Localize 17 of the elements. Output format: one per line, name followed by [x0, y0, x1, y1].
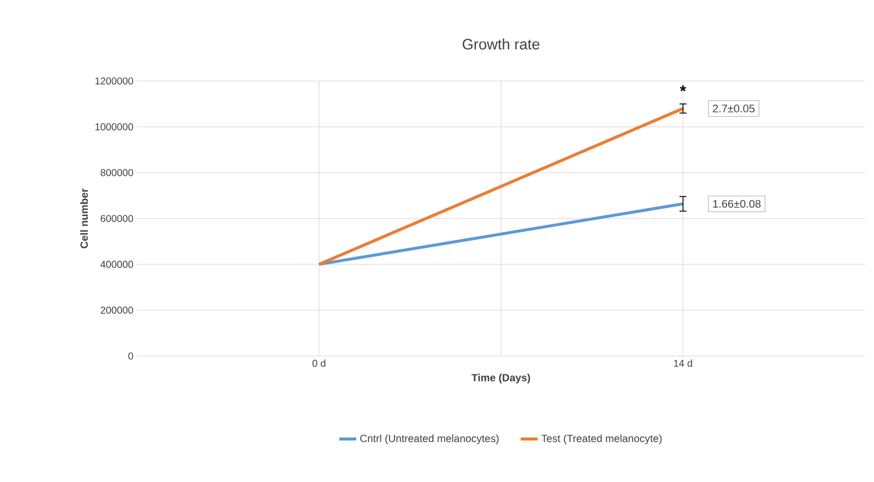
legend-label: Cntrl (Untreated melanocytes)	[360, 434, 499, 444]
y-tick-label: 200000	[100, 306, 134, 314]
annotation: 2.7±0.05	[712, 104, 754, 112]
y-tick-label: 800000	[100, 169, 134, 176]
x-tick-label: 0 d	[312, 360, 326, 367]
chart-title: Growth rate	[462, 38, 540, 50]
x-tick-label: 14 d	[674, 360, 692, 367]
y-axis-title: Cell number	[80, 188, 88, 248]
annotation: 1.66±0.08	[713, 200, 761, 208]
y-tick-label: 600000	[100, 214, 134, 222]
legend-label: Test (Treated melanocyte)	[541, 434, 662, 444]
y-tick-label: 400000	[100, 260, 134, 268]
y-tick-label: 0	[128, 352, 134, 360]
annotation: *	[680, 85, 686, 92]
x-axis-title: Time (Days)	[472, 374, 530, 384]
y-tick-label: 1000000	[95, 123, 134, 130]
y-tick-label: 1200000	[95, 77, 134, 85]
